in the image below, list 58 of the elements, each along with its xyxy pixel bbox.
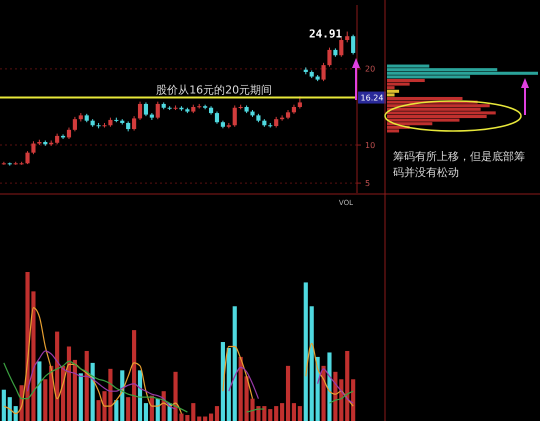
bar [387,72,538,75]
annotation: 24.91 [309,28,343,41]
bar [298,406,302,421]
candlestick [55,133,60,145]
bar [387,111,496,114]
candlestick [72,116,77,132]
bar [327,352,332,421]
candlestick [232,104,237,128]
bar [144,403,148,421]
bar [238,356,243,421]
bar [37,361,42,421]
bar [102,391,107,421]
bar [126,397,130,421]
bar [214,406,220,421]
bar [84,350,89,421]
candlestick [66,127,72,140]
bar [387,78,425,82]
bar [208,414,214,421]
candlestick [132,116,136,132]
bar [250,398,255,421]
bar [387,93,395,96]
candlestick [144,102,148,117]
bar [138,370,142,421]
bar [90,362,95,421]
candlestick [351,34,356,55]
candlestick [126,120,130,132]
bar [286,366,290,421]
bar [292,403,296,421]
bar [156,398,160,421]
candlestick [292,104,296,114]
bar [387,90,400,93]
candlestick [25,150,30,165]
annotation: 股价从16元的20元期间 [156,84,272,97]
candlestick [108,117,112,128]
bar [244,376,249,421]
bar [96,400,101,421]
text: 筹码有所上移，但是底部筹码并没有松动 [393,150,525,179]
candlestick [298,96,302,110]
bar [387,104,490,108]
candlestick [214,111,220,124]
bar [179,414,184,421]
candlestick [31,140,36,155]
candlestick [286,110,290,120]
candlestick [339,37,344,58]
bar [72,360,77,421]
candlestick [156,101,160,120]
y-tick-label: 5 [365,178,370,188]
candlestick [274,116,278,128]
candlestick [345,31,350,43]
bar [132,330,136,421]
y-tick-label: 20 [365,64,376,74]
candlestick [138,101,142,120]
bar [78,373,83,421]
candlestick [321,62,326,82]
y-tick-label: 10 [365,140,376,150]
bar [66,346,72,421]
candlestick [327,47,332,68]
ref-line-label: 16.24 [360,93,384,102]
